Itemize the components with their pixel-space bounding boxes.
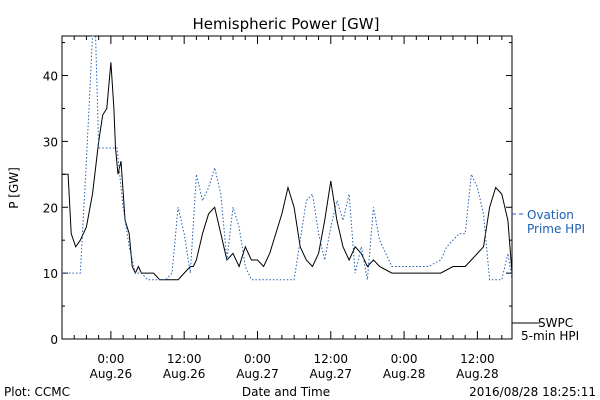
- y-tick-label: 40: [43, 70, 58, 84]
- y-tick-label: 10: [43, 267, 58, 281]
- legend-ovation-line1: Ovation: [527, 208, 574, 222]
- x-tick-label-date: Aug.28: [456, 367, 499, 381]
- x-tick-label-date: Aug.27: [310, 367, 353, 381]
- footer-plot-credit: Plot: CCMC: [4, 385, 70, 399]
- x-tick-label-time: 0:00: [244, 352, 271, 366]
- plot-frame: [61, 35, 513, 340]
- x-tick-label-date: Aug.27: [236, 367, 279, 381]
- legend: Ovation Prime HPI SWPC 5-min HPI: [512, 208, 585, 343]
- x-tick-label-time: 12:00: [167, 352, 202, 366]
- y-tick-label: 20: [43, 201, 58, 215]
- legend-swpc-line1: SWPC: [538, 316, 573, 330]
- x-tick-label-time: 12:00: [460, 352, 495, 366]
- x-tick-label-time: 0:00: [97, 352, 124, 366]
- y-tick-label: 0: [50, 333, 58, 347]
- footer-timestamp: 2016/08/28 18:25:11: [469, 385, 596, 399]
- chart-title: Hemispheric Power [GW]: [193, 15, 380, 33]
- x-tick-label-date: Aug.26: [90, 367, 133, 381]
- series-line-swpc-hpi: [62, 62, 513, 281]
- x-tick-label-time: 12:00: [313, 352, 348, 366]
- y-tick-label: 30: [43, 135, 58, 149]
- x-tick-label-date: Aug.26: [163, 367, 206, 381]
- plot-area: 0102030400:00Aug.2612:00Aug.260:00Aug.27…: [43, 35, 513, 381]
- legend-ovation-line2: Prime HPI: [527, 222, 585, 236]
- x-tick-label-date: Aug.28: [383, 367, 426, 381]
- x-tick-label-time: 0:00: [391, 352, 418, 366]
- y-axis-label: P [GW]: [7, 167, 21, 209]
- legend-swpc-line2: 5-min HPI: [521, 329, 579, 343]
- series-line-ovation-prime-hpi: [62, 35, 513, 281]
- x-axis-label: Date and Time: [242, 385, 330, 399]
